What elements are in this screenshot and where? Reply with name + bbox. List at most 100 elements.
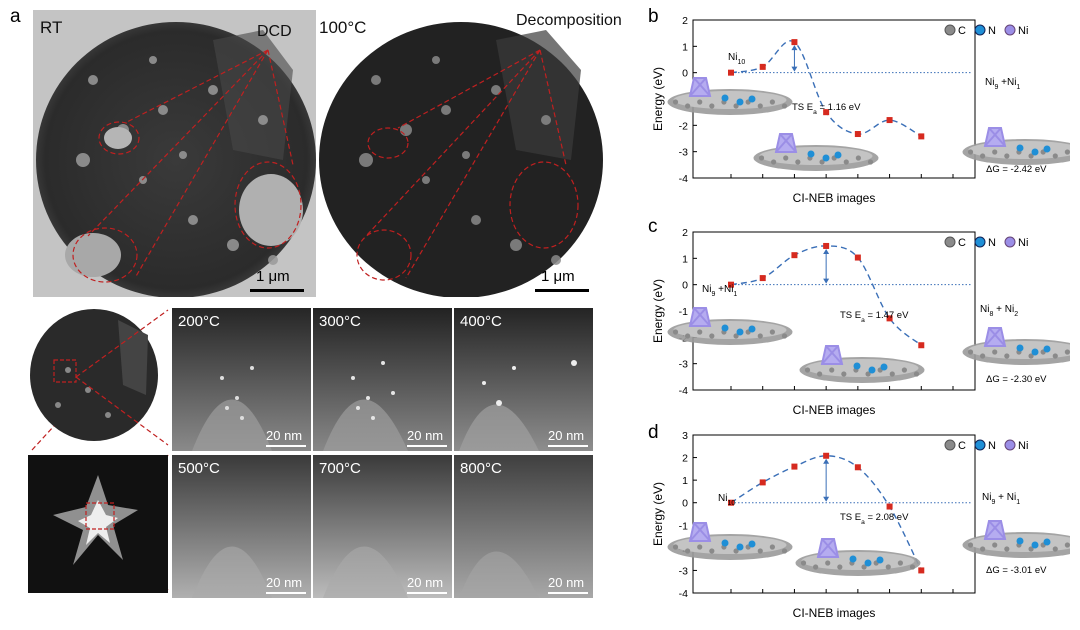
chart-b-label-initial: Ni10 (728, 52, 745, 66)
chart-d-ytick-label: 0 (682, 498, 688, 510)
chart-b-ts-arrowhead-up (791, 45, 798, 51)
label-300c: 300°C (319, 313, 361, 330)
chart-c-ylabel: Energy (eV) (651, 279, 665, 343)
chart-b-ytick-label: 0 (682, 68, 688, 80)
tile-400c (454, 308, 593, 451)
chart-d-xlabel: CI-NEB images (793, 606, 876, 620)
chart-b-molecule-initial (667, 77, 793, 115)
scalebar-300c (407, 445, 447, 447)
tile-700c (313, 455, 452, 598)
chart-d-frame (692, 434, 976, 594)
chart-c-ytick-label: 1 (682, 253, 688, 265)
chart-c-ytick-label: 0 (682, 280, 688, 292)
scalebar-rt (250, 289, 304, 292)
scalebar-700c (407, 592, 447, 594)
label-100c: 100°C (319, 18, 367, 37)
chart-d-molecule-initial (667, 522, 793, 560)
chart-b-molecule-ts (753, 133, 879, 171)
scalebar-400c-label: 20 nm (548, 428, 585, 443)
chart-b-point-5 (854, 131, 861, 138)
label-700c: 700°C (319, 460, 361, 477)
scalebar-800c-label: 20 nm (548, 575, 585, 590)
micrograph-flake-image (28, 455, 168, 593)
chart-b-ytick-label: -3 (679, 147, 688, 159)
chart-b-legend-n-marker (974, 24, 986, 36)
chart-b-xlabel: CI-NEB images (793, 191, 876, 205)
chart-c-ytick-label: -4 (679, 385, 688, 397)
chart-b-point-3 (791, 39, 798, 46)
chart-b-legend-c-marker (944, 24, 956, 36)
chart-d-ytick-label: 1 (682, 475, 688, 487)
micrograph-overview (28, 305, 160, 445)
chart-c-ytick-label: -1 (679, 306, 688, 318)
chart-c-point-1 (728, 281, 734, 288)
chart-d-label-dg: ΔG = -3.01 eV (986, 565, 1047, 576)
micrograph-overview-image (28, 305, 160, 445)
chart-d-legend-c-marker (944, 439, 956, 451)
chart-c-point-3 (791, 252, 798, 259)
micrograph-100c (316, 10, 606, 297)
micrograph-rt-image (33, 10, 316, 297)
label-dcd: DCD (257, 23, 292, 40)
chart-c-ytick-label: 2 (682, 227, 688, 239)
chart-b-molecule-final (962, 127, 1080, 165)
chart-b-legend-ni-marker (1004, 24, 1016, 36)
chart-d-ytick-label: -1 (679, 520, 688, 532)
chart-c-label-final: Ni8 + Ni2 (980, 304, 1018, 318)
chart-b-point-1 (728, 69, 734, 76)
chart-b-ylabel: Energy (eV) (651, 67, 665, 131)
chart-c-label-initial: Ni9 +Ni1 (702, 284, 737, 298)
panel-label-a: a (10, 6, 21, 27)
chart-c-point-2 (759, 275, 766, 282)
chart-d-point-7 (918, 567, 925, 574)
chart-d-point-4 (823, 452, 830, 459)
chart-d-ts-arrowhead-down (823, 496, 830, 502)
chart-d-ytick-label: -3 (679, 565, 688, 577)
chart-c-legend-n-marker (974, 236, 986, 248)
chart-d-legend-n: N (988, 440, 996, 452)
scalebar-500c-label: 20 nm (266, 575, 303, 590)
chart-b-mep-curve (730, 40, 922, 138)
tile-300c (313, 308, 452, 451)
panel-label-d: d (648, 422, 659, 443)
tile-200c (172, 308, 311, 451)
chart-d-ylabel: Energy (eV) (651, 482, 665, 546)
chart-c-ytick-label: -3 (679, 359, 688, 371)
micrograph-flake-zoom (28, 455, 168, 593)
chart-b-label-ts: TS Ea = 1.16 eV (792, 102, 861, 116)
scalebar-200c-label: 20 nm (266, 428, 303, 443)
chart-b-point-2 (759, 63, 766, 70)
chart-d-point-1 (728, 499, 734, 506)
chart-d-point-6 (886, 503, 893, 510)
chart-b-point-7 (918, 133, 925, 140)
scalebar-700c-label: 20 nm (407, 575, 444, 590)
panel-label-b: b (648, 6, 659, 27)
chart-b-point-6 (886, 117, 893, 124)
chart-c-ts-arrowhead-up (823, 248, 830, 254)
chart-b-ytick-label: 2 (682, 15, 688, 27)
chart-d-point-3 (791, 463, 798, 470)
chart-c-label-ts: TS Ea = 1.47 eV (840, 310, 909, 324)
micrograph-rt (33, 10, 316, 297)
chart-c-point-5 (854, 254, 861, 261)
chart-c-legend-n: N (988, 237, 996, 249)
chart-d-label-initial: Ni10 (718, 493, 735, 507)
label-500c: 500°C (178, 460, 220, 477)
chart-c-xlabel: CI-NEB images (793, 403, 876, 417)
scalebar-800c (548, 592, 588, 594)
chart-b-ytick-label: 1 (682, 41, 688, 53)
label-800c: 800°C (460, 460, 502, 477)
scalebar-100c (535, 289, 589, 292)
chart-c-molecule-initial (667, 307, 793, 345)
scalebar-100c-label: 1 μm (541, 268, 575, 285)
chart-b-legend-c: C (958, 25, 966, 37)
tile-500c (172, 455, 311, 598)
chart-b-legend-n: N (988, 25, 996, 37)
panel-label-c: c (648, 216, 658, 237)
chart-b-point-4 (823, 109, 830, 116)
